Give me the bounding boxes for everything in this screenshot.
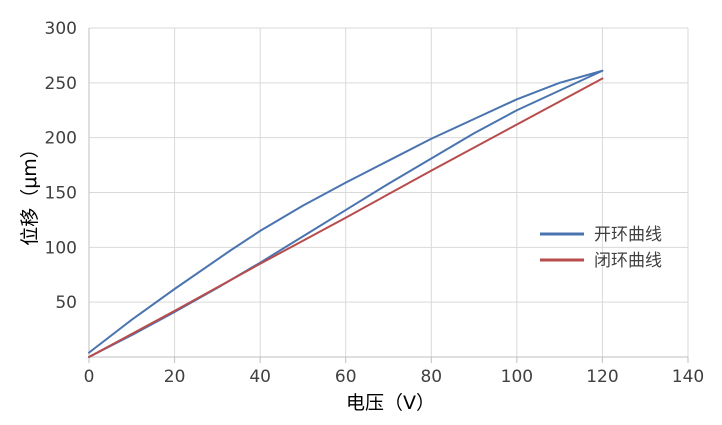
x-tick-label: 60 (335, 367, 357, 387)
x-tick-label: 120 (586, 367, 618, 387)
x-axis-label: 电压（V） (346, 392, 435, 414)
grid (89, 27, 689, 357)
x-tick-label: 140 (672, 367, 704, 387)
axes (88, 28, 689, 363)
legend-label-2: 闭环曲线 (594, 251, 662, 271)
x-tick-label: 20 (164, 367, 186, 387)
y-tick-label: 250 (45, 74, 77, 94)
x-tick-label: 80 (420, 367, 442, 387)
tick-labels: 0 20 40 60 80 100 120 140 50 100 150 200 250 300 (45, 19, 705, 387)
y-tick-label: 150 (45, 184, 77, 204)
legend-label-1: 开环曲线 (594, 225, 662, 245)
y-tick-label: 50 (55, 293, 77, 313)
series-line-2 (88, 77, 604, 358)
series-lines (88, 69, 604, 358)
x-tick-label: 40 (249, 367, 271, 387)
y-tick-label: 200 (45, 129, 77, 149)
y-tick-label: 100 (45, 238, 77, 258)
x-tick-label: 100 (501, 367, 533, 387)
y-axis-label: 位移（μm） (19, 139, 41, 246)
y-tick-label: 300 (45, 19, 77, 39)
x-tick-label: 0 (84, 367, 95, 387)
